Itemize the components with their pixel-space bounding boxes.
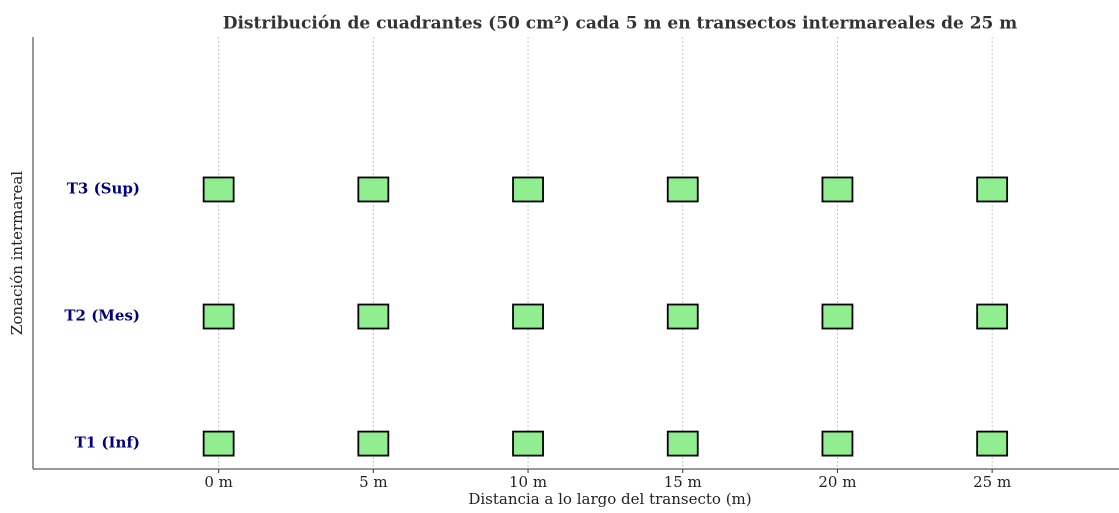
quadrant-marker	[821, 430, 854, 457]
y-tick-label: T1 (Inf)	[75, 434, 140, 452]
x-tick-label: 25 m	[973, 473, 1011, 491]
quadrant-marker	[666, 303, 699, 330]
quadrant-marker	[357, 176, 390, 203]
quadrant-marker	[512, 430, 544, 457]
y-axis-label: Zonación intermareal	[8, 171, 26, 335]
quadrant-marker	[202, 430, 235, 457]
x-tick-label: 20 m	[818, 473, 856, 491]
quadrant-marker	[512, 176, 544, 203]
quadrant-marker	[512, 303, 544, 330]
quadrant-marker	[976, 430, 1009, 457]
quadrant-marker	[821, 176, 854, 203]
quadrant-marker	[357, 303, 390, 330]
quadrant-marker	[976, 303, 1009, 330]
quadrant-marker	[202, 303, 235, 330]
y-tick-label: T2 (Mes)	[64, 307, 140, 325]
x-tick-label: 15 m	[664, 473, 702, 491]
quadrant-marker	[666, 430, 699, 457]
x-tick-label: 10 m	[509, 473, 547, 491]
quadrant-marker	[666, 176, 699, 203]
quadrant-marker	[357, 430, 390, 457]
y-tick-label: T3 (Sup)	[67, 179, 140, 197]
x-tick-label: 5 m	[359, 473, 388, 491]
quadrant-marker	[202, 176, 235, 203]
quadrant-marker	[976, 176, 1009, 203]
x-axis-label: Distancia a lo largo del transecto (m)	[468, 490, 751, 508]
x-tick-label: 0 m	[204, 473, 233, 491]
chart-title: Distribución de cuadrantes (50 cm²) cada…	[223, 14, 1018, 34]
quadrant-marker	[821, 303, 854, 330]
